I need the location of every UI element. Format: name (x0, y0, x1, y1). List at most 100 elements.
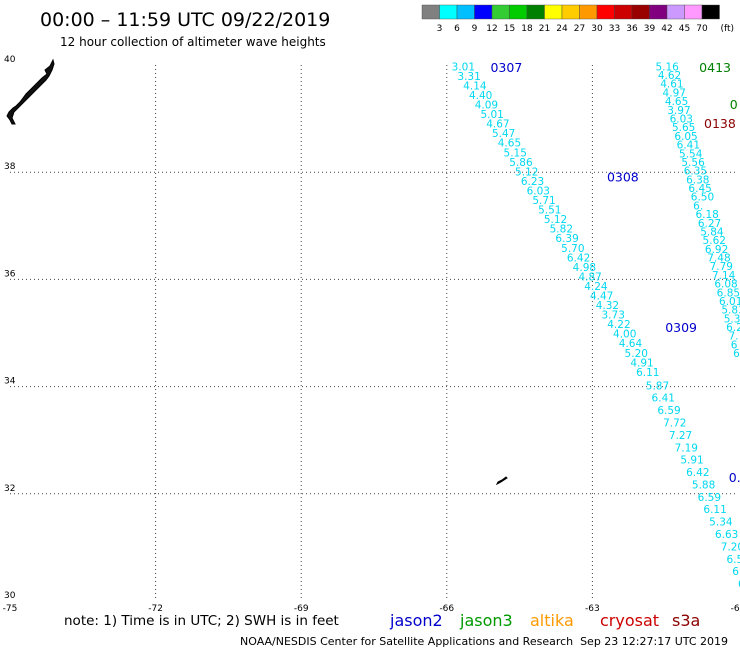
y-tick-label: 34 (4, 377, 16, 387)
swh-value: 5.87 (646, 380, 669, 392)
swh-value: 7.14 (712, 270, 736, 282)
colorbar-swatch (649, 4, 668, 20)
swh-value: 5.56 (681, 157, 705, 169)
satellite-legend-cryosat: cryosat (600, 611, 659, 630)
swh-tracks: 3.013.314.144.404.095.014.675.474.655.15… (452, 61, 740, 590)
colorbar-swatch (596, 4, 615, 20)
swh-value: 7.27 (669, 430, 692, 442)
colorbar-swatch (491, 4, 510, 20)
swh-value: 6. (693, 200, 703, 212)
swh-value: 5.82 (550, 224, 573, 236)
colorbar-swatch (684, 4, 703, 20)
colorbar: 3 6 9 12 15 18 21 24 27 30 33 36 39 42 45 70 (ft) (421, 4, 734, 34)
swh-value: 5.47 (492, 128, 515, 140)
satellite-legend-altika: altika (530, 611, 574, 630)
track-jason3: 5.164.624.614.974.653.976.035.656.056.41… (655, 61, 740, 360)
swh-value: 5.20 (625, 348, 648, 360)
swh-value: 6.38 (686, 174, 709, 186)
colorbar-label: 21 (539, 24, 550, 34)
pass-label: 0308 (607, 169, 639, 184)
track-jason2: 5.876.416.597.727.277.195.916.425.886.59… (646, 380, 740, 590)
y-tick-label: 38 (4, 162, 16, 172)
x-tick-label: -63 (585, 604, 600, 614)
satellite-legend: jason2 jason3 altika cryosat s3a (389, 611, 700, 630)
swh-value: 6.63 (715, 529, 738, 541)
colorbar-label: 30 (591, 24, 603, 34)
swh-value: 5.34 (709, 517, 733, 529)
swh-value: 7.48 (707, 253, 730, 265)
swh-value: 7. (728, 331, 738, 343)
satellite-legend-jason2: jason2 (389, 611, 443, 630)
swh-value: 5.15 (504, 147, 527, 159)
swh-value: 4.00 (613, 329, 636, 341)
coastline-map (6, 58, 508, 486)
swh-value: 4.98 (573, 262, 596, 274)
swh-value: 5.70 (561, 243, 584, 255)
island-bermuda (495, 476, 508, 486)
swh-value: 3.01 (452, 61, 475, 73)
swh-value: 6.50 (691, 192, 714, 204)
x-tick-label: -60 (731, 604, 740, 614)
swh-value: 3.73 (602, 310, 625, 322)
swh-value: 4.24 (584, 281, 608, 293)
satellite-legend-s3a: s3a (672, 611, 700, 630)
swh-value: 4.65 (665, 96, 688, 108)
swh-value: 6.39 (555, 233, 578, 245)
colorbar-swatch (614, 4, 633, 20)
colorbar-label: 15 (504, 24, 515, 34)
colorbar-swatch (456, 4, 475, 20)
swh-value: 5.83 (721, 305, 740, 317)
grid (10, 65, 738, 601)
colorbar-label: 6 (454, 24, 460, 34)
swh-value: 6.59 (698, 492, 721, 504)
swh-value: 4.09 (475, 100, 498, 112)
swh-value: 6.01 (719, 296, 740, 308)
swh-value: 6.50 (726, 554, 740, 566)
swh-value: 6. (738, 579, 740, 591)
swh-value: 4.91 (630, 357, 653, 369)
swh-value: 3.97 (667, 105, 690, 117)
swh-value: 5.91 (680, 455, 703, 467)
swh-value: 4.61 (660, 79, 683, 91)
swh-value: 7.20 (721, 541, 740, 553)
swh-value: 6.92 (705, 244, 728, 256)
colorbar-swatch (666, 4, 685, 20)
pass-label: 0 (730, 97, 738, 112)
colorbar-label: 18 (521, 24, 533, 34)
swh-value: 6.42 (567, 252, 590, 264)
axis-tick-labels: -75 -72 -69 -66 -63 -60 40 38 36 34 32 30 (3, 55, 740, 614)
swh-value: 6 (733, 348, 740, 360)
swh-value: 5.51 (538, 205, 561, 217)
y-tick-label: 40 (4, 55, 16, 65)
colorbar-label: 36 (626, 24, 638, 34)
swh-value: 5.65 (672, 122, 695, 134)
colorbar-label: 39 (644, 24, 656, 34)
swh-value: 6.8 (732, 566, 740, 578)
footer-timestamp: Sep 23 12:27:17 UTC 2019 (580, 635, 728, 648)
swh-value: 5.86 (509, 157, 533, 169)
pass-label: 0. (729, 470, 740, 485)
colorbar-swatch (421, 4, 440, 20)
footer-credit: NOAA/NESDIS Center for Satellite Applica… (240, 635, 573, 648)
swh-value: 6.2 (726, 322, 740, 334)
swh-value: 5.88 (692, 479, 715, 491)
pass-label: 0413 (699, 60, 731, 75)
swh-value: 4.62 (658, 70, 681, 82)
colorbar-label: 27 (574, 24, 585, 34)
colorbar-label: 45 (679, 24, 690, 34)
colorbar-swatch (439, 4, 458, 20)
swh-value: 6.11 (703, 504, 726, 516)
colorbar-swatch (474, 4, 493, 20)
swh-value: 6.59 (657, 405, 680, 417)
colorbar-swatch (579, 4, 598, 20)
x-tick-label: -72 (148, 604, 163, 614)
swh-value: 5.62 (703, 235, 726, 247)
swh-value: 4.40 (469, 90, 492, 102)
swh-value: 6.45 (688, 183, 711, 195)
swh-value: 5.16 (655, 61, 679, 73)
x-tick-label: -75 (3, 604, 18, 614)
swh-value: 5.12 (544, 214, 567, 226)
swh-value: 5.71 (532, 195, 555, 207)
y-tick-label: 32 (4, 484, 15, 494)
